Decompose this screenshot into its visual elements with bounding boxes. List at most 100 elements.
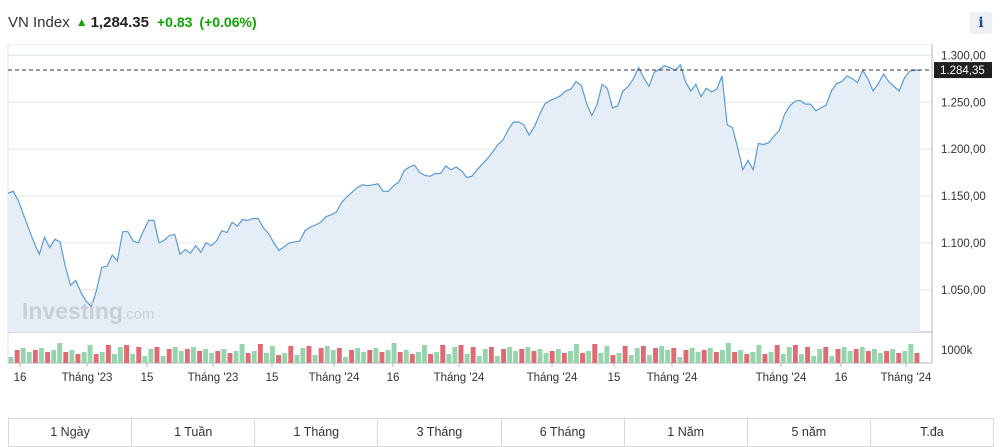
volume-bar [330, 350, 336, 363]
volume-bar [549, 351, 555, 363]
volume-bar [786, 347, 792, 363]
tab-max[interactable]: T.đa [920, 425, 944, 439]
volume-bar [677, 357, 683, 363]
volume-bar [543, 353, 549, 363]
volume-bar [239, 344, 245, 363]
volume-bar [422, 345, 427, 363]
volume-bar [112, 354, 117, 363]
volume-bar [148, 349, 154, 363]
volume-bar [318, 348, 324, 363]
x-tick-label: Tháng '24 [647, 372, 698, 384]
volume-bar [416, 352, 421, 363]
volume-bar [45, 352, 50, 363]
volume-bar [197, 351, 202, 363]
tab-1-month[interactable]: 1 Tháng [255, 419, 379, 446]
x-tick-label: 15 [608, 372, 621, 384]
tab-3-months[interactable]: 3 Tháng [378, 419, 502, 446]
volume-bar [367, 350, 373, 363]
volume-bar [355, 348, 361, 363]
volume-bar [324, 346, 330, 363]
volume-bar [8, 357, 14, 363]
x-tick-label: 16 [14, 372, 27, 384]
volume-bars [8, 343, 920, 363]
x-tick-label: Tháng '24 [527, 372, 578, 384]
watermark: Investing .com [22, 298, 155, 324]
volume-bar [811, 356, 817, 363]
volume-bar [470, 347, 476, 363]
volume-bar [829, 356, 835, 363]
tab-1-week[interactable]: 1 Tuần [132, 419, 256, 446]
y-tick-label: 1.300,00 [941, 50, 986, 62]
volume-bar [531, 351, 537, 363]
volume-bar [379, 352, 385, 363]
last-price: 1,284.35 [90, 13, 149, 31]
x-tick-label: 15 [266, 372, 279, 384]
volume-bar [69, 350, 75, 363]
volume-bar [853, 349, 859, 363]
volume-bar [744, 354, 750, 363]
volume-bar [495, 356, 500, 363]
volume-bar [665, 350, 671, 363]
volume-bar [99, 352, 105, 363]
volume-label: 1000k [941, 345, 973, 357]
volume-bar [780, 354, 786, 363]
volume-bar [118, 347, 123, 363]
volume-bar [282, 353, 288, 363]
last-price-tag-text: 1.284,35 [940, 65, 985, 77]
x-tick-label: Tháng '24 [434, 372, 485, 384]
volume-bar [446, 354, 452, 363]
x-axis-labels: 16 Tháng '23 15 Tháng '23 15 Tháng '24 16 Tháng… [14, 363, 932, 384]
volume-bar [403, 350, 409, 363]
volume-bar [647, 355, 652, 363]
watermark-brand: Investing [22, 298, 123, 324]
volume-bar [14, 350, 20, 363]
volume-bar [227, 353, 233, 363]
tab-1-day[interactable]: 1 Ngày [9, 419, 133, 446]
volume-bar [270, 346, 275, 363]
x-tick-label: Tháng '24 [881, 372, 932, 384]
volume-bar [738, 350, 744, 363]
info-icon[interactable]: i [970, 12, 992, 34]
volume-bar [859, 347, 865, 363]
volume-bar [105, 345, 111, 363]
volume-bar [476, 356, 482, 363]
volume-bar [288, 346, 294, 363]
tab-5-years[interactable]: 5 năm [748, 419, 871, 446]
volume-bar [501, 349, 506, 363]
tab-6-months[interactable]: 6 Tháng [502, 419, 625, 446]
volume-bar [507, 347, 513, 363]
volume-bar [695, 352, 701, 363]
volume-bar [312, 355, 318, 363]
volume-bar [300, 348, 306, 363]
volume-bar [160, 356, 166, 363]
volume-bar [622, 346, 628, 363]
volume-bar [349, 350, 354, 363]
volume-bar [878, 353, 883, 363]
volume-bar [81, 352, 87, 363]
volume-bar [750, 352, 756, 363]
volume-bar [39, 348, 44, 363]
tab-1-year[interactable]: 1 Năm [625, 419, 748, 446]
last-price-tag-bg [934, 62, 992, 79]
watermark-suffix: .com [122, 306, 155, 323]
price-chart: 1.300,00 1.250,00 1.200,00 1.150,00 1.100,00… [7, 44, 992, 384]
x-tick-label: Tháng '23 [62, 372, 113, 384]
volume-bar [707, 348, 713, 363]
volume-bar [525, 347, 531, 363]
volume-bar [172, 347, 178, 363]
volume-bar [276, 355, 281, 363]
volume-bar [184, 349, 190, 363]
volume-bar [166, 349, 172, 363]
volume-bar [817, 349, 823, 363]
y-tick-label: 1.050,00 [941, 285, 986, 297]
volume-bar [671, 348, 677, 363]
volume-bar [689, 348, 695, 363]
price-line [7, 63, 920, 308]
chart-header: VN Index ▲ 1,284.35 +0.83 (+0.06%) [8, 12, 257, 32]
volume-bar [799, 354, 804, 363]
volume-bar [251, 351, 257, 363]
timeframe-tabs: 1 Ngày 1 Tuần 1 Tháng 3 Tháng 6 Tháng 1 … [8, 418, 994, 447]
volume-bar [63, 352, 69, 363]
volume-bar [872, 349, 877, 363]
volume-bar [51, 350, 57, 363]
